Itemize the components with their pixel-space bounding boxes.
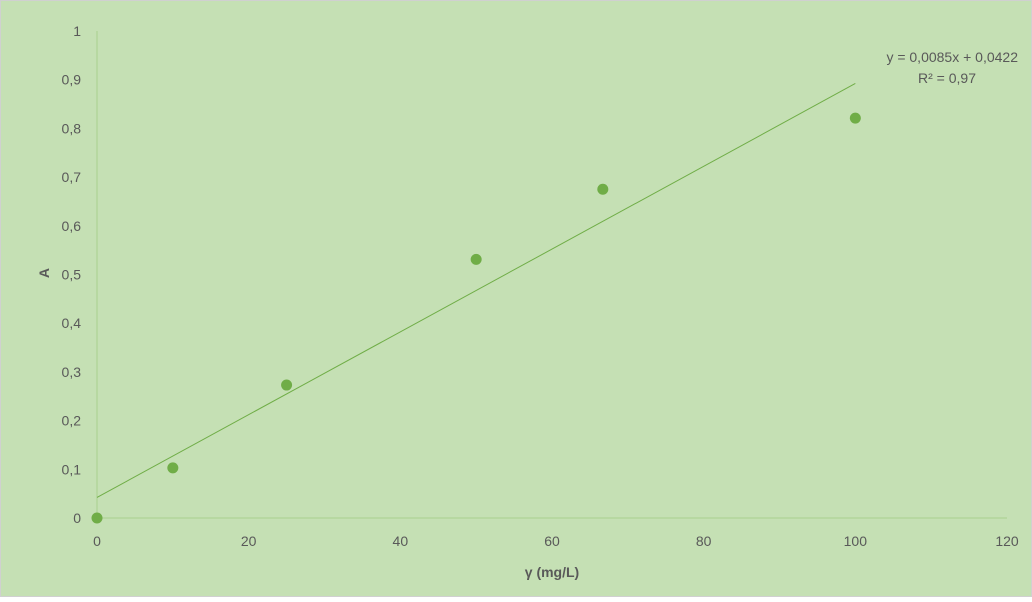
y-tick-label: 0,4 — [62, 315, 82, 331]
y-tick-label: 1 — [73, 23, 81, 39]
trendline-equation: y = 0,0085x + 0,0422 — [886, 49, 1018, 65]
y-tick-label: 0,1 — [62, 461, 82, 477]
y-tick-label: 0,3 — [62, 364, 82, 380]
y-tick-label: 0 — [73, 510, 81, 526]
trendline-r2: R² = 0,97 — [918, 70, 976, 86]
y-tick-label: 0,9 — [62, 72, 82, 88]
data-point — [471, 254, 482, 265]
y-tick-label: 0,7 — [62, 169, 82, 185]
y-tick-label: 0,6 — [62, 218, 82, 234]
x-tick-label: 0 — [93, 533, 101, 549]
x-tick-label: 60 — [544, 533, 560, 549]
y-tick-label: 0,2 — [62, 413, 82, 429]
data-point — [92, 513, 103, 524]
x-tick-label: 20 — [241, 533, 257, 549]
y-tick-label: 0,5 — [62, 267, 82, 283]
data-point — [597, 184, 608, 195]
y-tick-label: 0,8 — [62, 120, 82, 136]
y-axis-title: A — [36, 268, 52, 278]
data-point — [281, 380, 292, 391]
x-tick-label: 80 — [696, 533, 712, 549]
data-point — [167, 462, 178, 473]
x-tick-label: 40 — [393, 533, 409, 549]
x-axis-title: γ (mg/L) — [525, 564, 579, 580]
x-tick-label: 100 — [844, 533, 868, 549]
data-point — [850, 113, 861, 124]
x-tick-label: 120 — [995, 533, 1019, 549]
